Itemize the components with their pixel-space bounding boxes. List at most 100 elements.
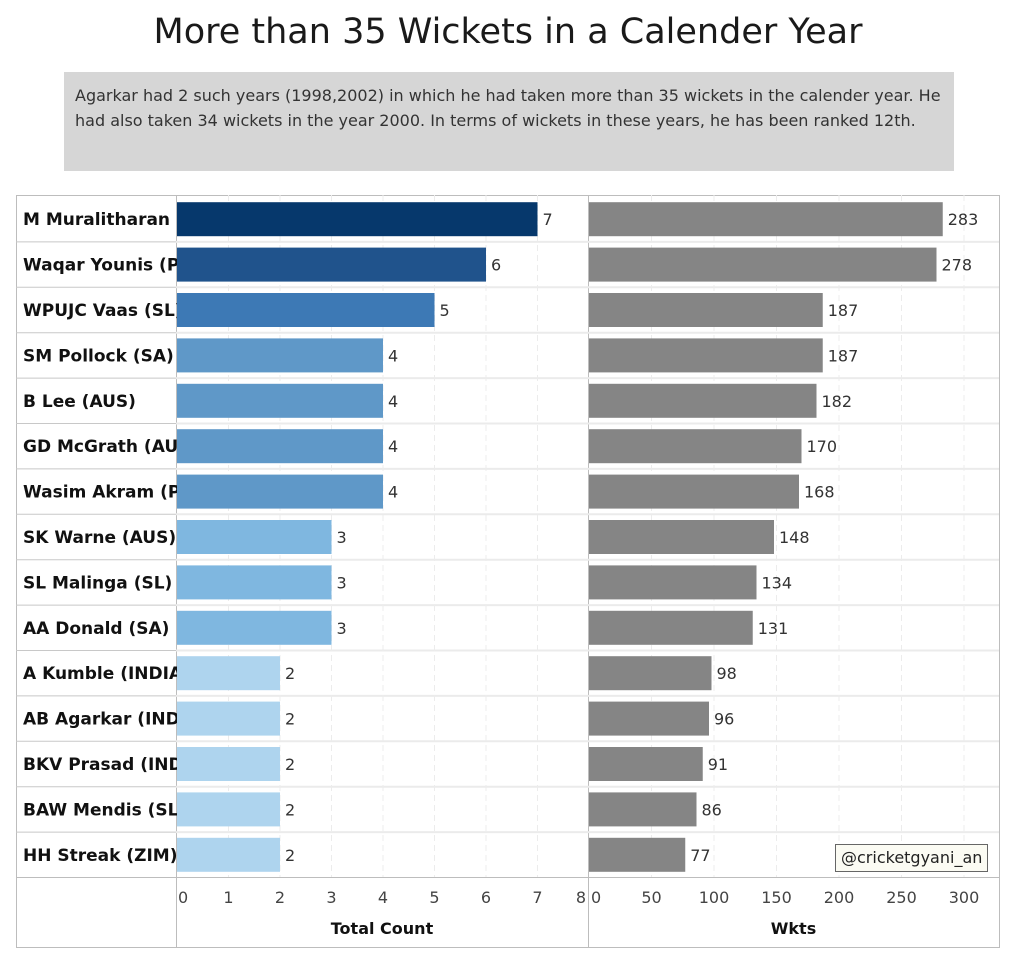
- count-bar: [177, 520, 332, 554]
- wkts-bar: [589, 202, 943, 237]
- wkts-value-label: 278: [942, 256, 973, 275]
- count-tick-label: 8: [576, 888, 586, 907]
- count-value-label: 4: [388, 346, 398, 365]
- count-bar: [177, 293, 435, 327]
- count-bar: [177, 247, 486, 282]
- category-label: WPUJC Vaas (SL): [23, 301, 183, 321]
- count-tick-label: 3: [326, 888, 336, 907]
- wkts-value-label: 187: [828, 346, 859, 365]
- wkts-value-label: 283: [948, 210, 979, 229]
- count-value-label: 4: [388, 483, 398, 502]
- wkts-tick-label: 0: [591, 888, 601, 907]
- count-tick-label: 4: [378, 888, 388, 907]
- count-bar: [177, 565, 332, 600]
- count-tick-label: 7: [532, 888, 542, 907]
- wkts-tick-label: 250: [886, 888, 917, 907]
- wkts-bar: [589, 520, 774, 554]
- category-label: AB Agarkar (IND..: [23, 710, 193, 730]
- wkts-bar: [589, 747, 703, 781]
- count-value-label: 4: [388, 392, 398, 411]
- wkts-value-label: 131: [758, 619, 789, 638]
- count-tick-label: 6: [481, 888, 491, 907]
- wkts-tick-label: 100: [699, 888, 730, 907]
- count-bar: [177, 474, 383, 509]
- count-value-label: 2: [285, 710, 295, 729]
- category-labels: M Muralitharan (.. Waqar Younis (P.. WPUJC…: [23, 210, 197, 866]
- annotation-note: Agarkar had 2 such years (1998,2002) in …: [64, 72, 954, 171]
- wkts-value-label: 91: [708, 755, 728, 774]
- wkts-value-label: 168: [804, 483, 835, 502]
- category-label: SL Malinga (SL): [23, 573, 172, 593]
- count-value-label: 3: [337, 619, 347, 638]
- count-tick-label: 1: [223, 888, 233, 907]
- count-value-label: 3: [337, 573, 347, 592]
- category-label: A Kumble (INDIA): [23, 664, 190, 684]
- wkts-bar: [589, 247, 937, 282]
- wkts-value-label: 148: [779, 528, 810, 547]
- count-value-label: 4: [388, 437, 398, 456]
- category-label: BKV Prasad (IND..: [23, 755, 196, 775]
- wkts-value-label: 182: [822, 392, 853, 411]
- count-bar: [177, 383, 383, 418]
- count-value-label: 7: [543, 210, 553, 229]
- category-label: GD McGrath (AU..: [23, 437, 191, 457]
- wkts-bar: [589, 701, 709, 736]
- credit-badge: @cricketgyani_an: [835, 844, 989, 872]
- count-bar: [177, 792, 280, 827]
- chart-title: More than 35 Wickets in a Calender Year: [153, 12, 863, 52]
- chart-frame: [16, 195, 1000, 948]
- category-label: BAW Mendis (SL): [23, 800, 186, 820]
- count-value-label: 2: [285, 846, 295, 865]
- wkts-bar: [589, 792, 697, 827]
- wkts-bar: [589, 565, 757, 600]
- wkts-bar: [589, 293, 823, 327]
- wkts-value-label: 77: [690, 846, 710, 865]
- wkts-value-label: 187: [828, 301, 859, 320]
- wkts-bar: [589, 474, 799, 509]
- count-bar: [177, 701, 280, 736]
- count-value-label: 2: [285, 800, 295, 819]
- wkts-value-label: 86: [702, 800, 722, 819]
- wkts-bar: [589, 338, 823, 373]
- wkts-tick-label: 50: [641, 888, 661, 907]
- count-bar: [177, 837, 280, 872]
- category-label: Waqar Younis (P..: [23, 256, 189, 276]
- wkts-value-label: 96: [714, 710, 734, 729]
- count-value-label: 2: [285, 755, 295, 774]
- count-tick-label: 0: [178, 888, 188, 907]
- category-label: AA Donald (SA): [23, 619, 169, 639]
- count-axis-title: Total Count: [331, 919, 434, 938]
- wkts-value-label: 134: [762, 573, 793, 592]
- category-label: M Muralitharan (..: [23, 210, 197, 230]
- count-value-label: 2: [285, 664, 295, 683]
- wkts-bar: [589, 429, 802, 464]
- count-bar: [177, 429, 383, 464]
- count-bar: [177, 338, 383, 373]
- wkts-tick-label: 300: [949, 888, 980, 907]
- category-label: SK Warne (AUS): [23, 528, 176, 548]
- wkts-bars: 283 278 187 187 182 170 168 148 134 131 98 96 91 86 77: [589, 202, 978, 872]
- wkts-tick-label: 150: [761, 888, 792, 907]
- count-value-label: 5: [440, 301, 450, 320]
- category-label: HH Streak (ZIM): [23, 846, 177, 866]
- count-tick-label: 5: [429, 888, 439, 907]
- wkts-tick-label: 200: [824, 888, 855, 907]
- count-bar: [177, 202, 538, 237]
- count-bar: [177, 747, 280, 781]
- category-label: SM Pollock (SA): [23, 346, 174, 366]
- count-value-label: 3: [337, 528, 347, 547]
- wkts-bar: [589, 837, 686, 872]
- wkts-bar: [589, 383, 817, 418]
- count-bar: [177, 656, 280, 691]
- count-tick-label: 2: [275, 888, 285, 907]
- wkts-bar: [589, 656, 712, 691]
- category-label: B Lee (AUS): [23, 392, 136, 412]
- count-value-label: 6: [491, 256, 501, 275]
- wkts-bar: [589, 610, 753, 645]
- category-label: Wasim Akram (P..: [23, 483, 190, 503]
- wkts-axis-title: Wkts: [771, 919, 816, 938]
- outer-border: [16, 195, 1000, 948]
- count-bars: 7 6 5 4 4 4 4 3 3 3 2 2 2 2 2: [177, 202, 553, 872]
